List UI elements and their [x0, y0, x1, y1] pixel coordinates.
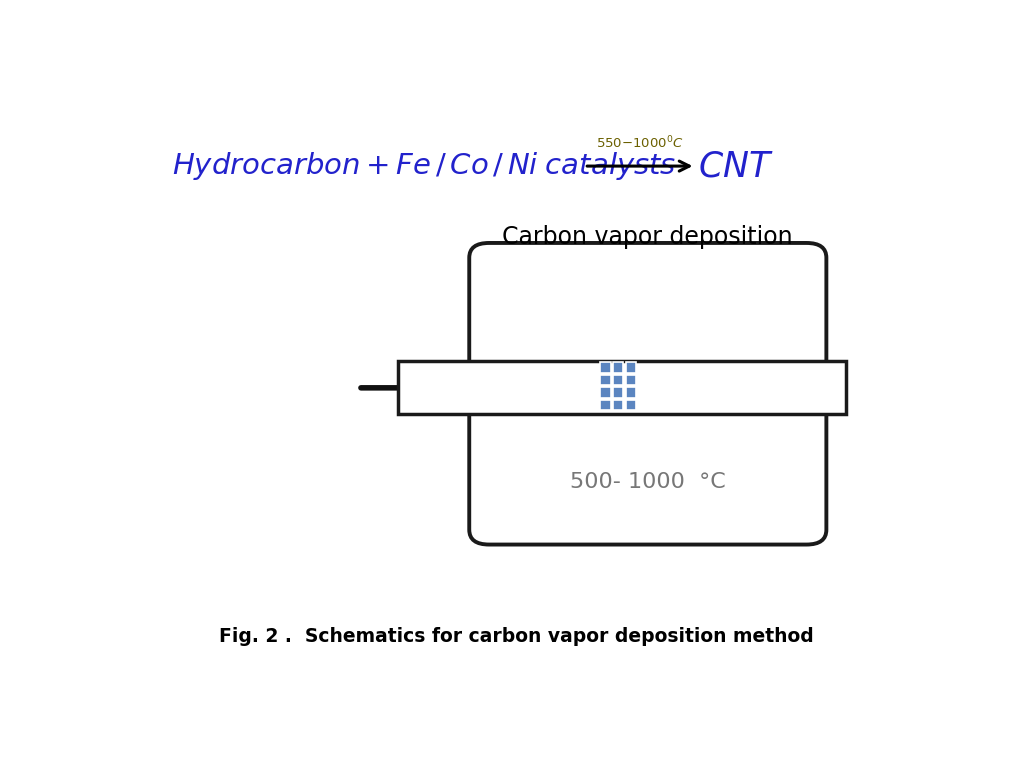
Bar [600, 387, 610, 398]
Text: catalysts: catalysts [655, 378, 749, 398]
Bar [626, 375, 636, 386]
Text: $\mathit{Hydrocarbon + Fe\,/\,Co\,/\,Ni\;catalysts}$: $\mathit{Hydrocarbon + Fe\,/\,Co\,/\,Ni\… [172, 150, 676, 182]
Bar [626, 362, 636, 373]
Text: $\mathit{CNT}$: $\mathit{CNT}$ [697, 149, 773, 183]
Text: $550\mathsf{-}1000^0C$: $550\mathsf{-}1000^0C$ [596, 134, 684, 151]
Text: 500- 1000  °C: 500- 1000 °C [570, 472, 726, 492]
Bar [613, 399, 624, 410]
Bar [613, 387, 624, 398]
Bar [600, 399, 610, 410]
Bar [600, 362, 610, 373]
Text: Carbon vapor deposition: Carbon vapor deposition [503, 225, 794, 249]
Bar [600, 375, 610, 386]
FancyBboxPatch shape [469, 385, 826, 545]
Bar [494, 363, 803, 412]
FancyBboxPatch shape [469, 243, 826, 402]
Bar [626, 387, 636, 398]
Bar [626, 399, 636, 410]
Bar [613, 362, 624, 373]
Bar [613, 375, 624, 386]
Bar [397, 361, 846, 415]
Text: Fig. 2 .  Schematics for carbon vapor deposition method: Fig. 2 . Schematics for carbon vapor dep… [219, 627, 814, 646]
